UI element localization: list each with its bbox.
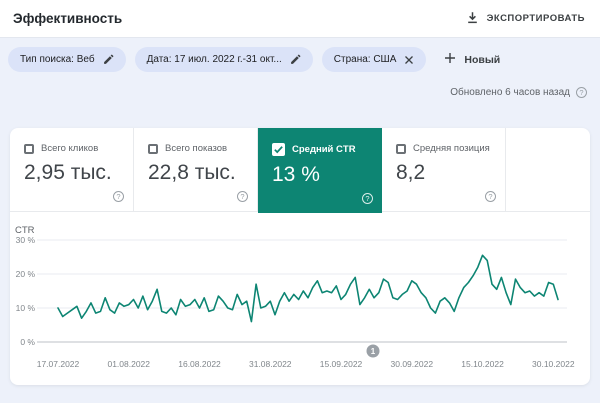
metric-tile-header: Всего кликов [24,143,133,154]
top-bar: Эффективность ЭКСПОРТИРОВАТЬ [0,0,600,38]
metric-tile-header: Средняя позиция [396,143,505,154]
filters-bar: Тип поиска: Веб Дата: 17 июл. 2022 г.-31 … [8,47,504,72]
x-axis-tick-label: 01.08.2022 [107,359,150,369]
help-icon[interactable]: ? [237,191,248,202]
x-axis-tick-label: 15.09.2022 [320,359,363,369]
filter-chip-label: Дата: 17 июл. 2022 г.-31 окт... [147,54,282,65]
checkbox-unchecked-icon[interactable] [24,144,34,154]
last-updated-text: Обновлено 6 часов назад [450,87,570,98]
download-icon [466,11,479,27]
x-axis-tick-label: 15.10.2022 [461,359,504,369]
annotation-badge-label: 1 [371,347,376,356]
new-filter-label: Новый [464,54,500,66]
x-axis-tick-label: 30.10.2022 [532,359,575,369]
metric-label: Средний CTR [292,144,356,155]
metric-tile-average-ctr[interactable]: Средний CTR 13 %? [258,128,382,213]
metric-value: 2,95 тыс. [24,161,133,185]
plus-icon [444,52,456,67]
x-axis-tick-label: 31.08.2022 [249,359,292,369]
metric-label: Всего кликов [41,143,98,154]
metric-tile-average-position[interactable]: Средняя позиция 8,2? [382,128,506,211]
metric-tile-header: Всего показов [148,143,257,154]
help-icon[interactable]: ? [113,191,124,202]
x-axis-tick-label: 16.08.2022 [178,359,221,369]
remove-filter-icon[interactable] [404,55,414,65]
checkbox-checked-icon[interactable] [272,143,285,156]
ctr-series-line[interactable] [58,255,558,321]
filter-chip-date-range[interactable]: Дата: 17 июл. 2022 г.-31 окт... [135,47,313,72]
metric-tile-header: Средний CTR [272,143,382,156]
annotation-badge[interactable]: 1 [367,345,380,358]
metric-tiles-row: Всего кликов 2,95 тыс.? Всего показов 22,8 … [10,128,590,212]
metric-tile-total-impressions[interactable]: Всего показов 22,8 тыс.? [134,128,258,211]
performance-panel: Всего кликов 2,95 тыс.? Всего показов 22,8 … [10,128,590,385]
last-updated-status: Обновлено 6 часов назад ? [450,87,587,98]
ctr-line-chart: CTR30 %20 %10 %0 %17.07.202201.08.202216… [10,220,590,385]
y-axis-tick-label: 20 % [16,269,36,279]
filter-chip-label: Страна: США [334,54,397,65]
x-axis-tick-label: 17.07.2022 [37,359,80,369]
y-axis-tick-label: 10 % [16,303,36,313]
filter-chip-label: Тип поиска: Веб [20,54,95,65]
metric-tile-total-clicks[interactable]: Всего кликов 2,95 тыс.? [10,128,134,211]
page-title: Эффективность [13,11,122,26]
filter-chip-search-type[interactable]: Тип поиска: Веб [8,47,126,72]
x-axis-tick-label: 30.09.2022 [391,359,434,369]
export-button-label: ЭКСПОРТИРОВАТЬ [487,13,585,24]
metric-value: 22,8 тыс. [148,161,257,185]
new-filter-button[interactable]: Новый [440,50,504,69]
y-axis-tick-label: 30 % [16,235,36,245]
y-axis-tick-label: 0 % [20,337,35,347]
metric-label: Всего показов [165,143,227,154]
metric-label: Средняя позиция [413,143,490,154]
metric-value: 13 % [272,163,382,187]
export-button[interactable]: ЭКСПОРТИРОВАТЬ [464,7,587,31]
filter-chip-country[interactable]: Страна: США [322,47,427,72]
edit-pencil-icon[interactable] [103,54,114,65]
edit-pencil-icon[interactable] [290,54,301,65]
checkbox-unchecked-icon[interactable] [148,144,158,154]
checkbox-unchecked-icon[interactable] [396,144,406,154]
metric-value: 8,2 [396,161,505,185]
help-icon[interactable]: ? [362,193,373,204]
help-icon[interactable]: ? [576,87,587,98]
help-icon[interactable]: ? [485,191,496,202]
